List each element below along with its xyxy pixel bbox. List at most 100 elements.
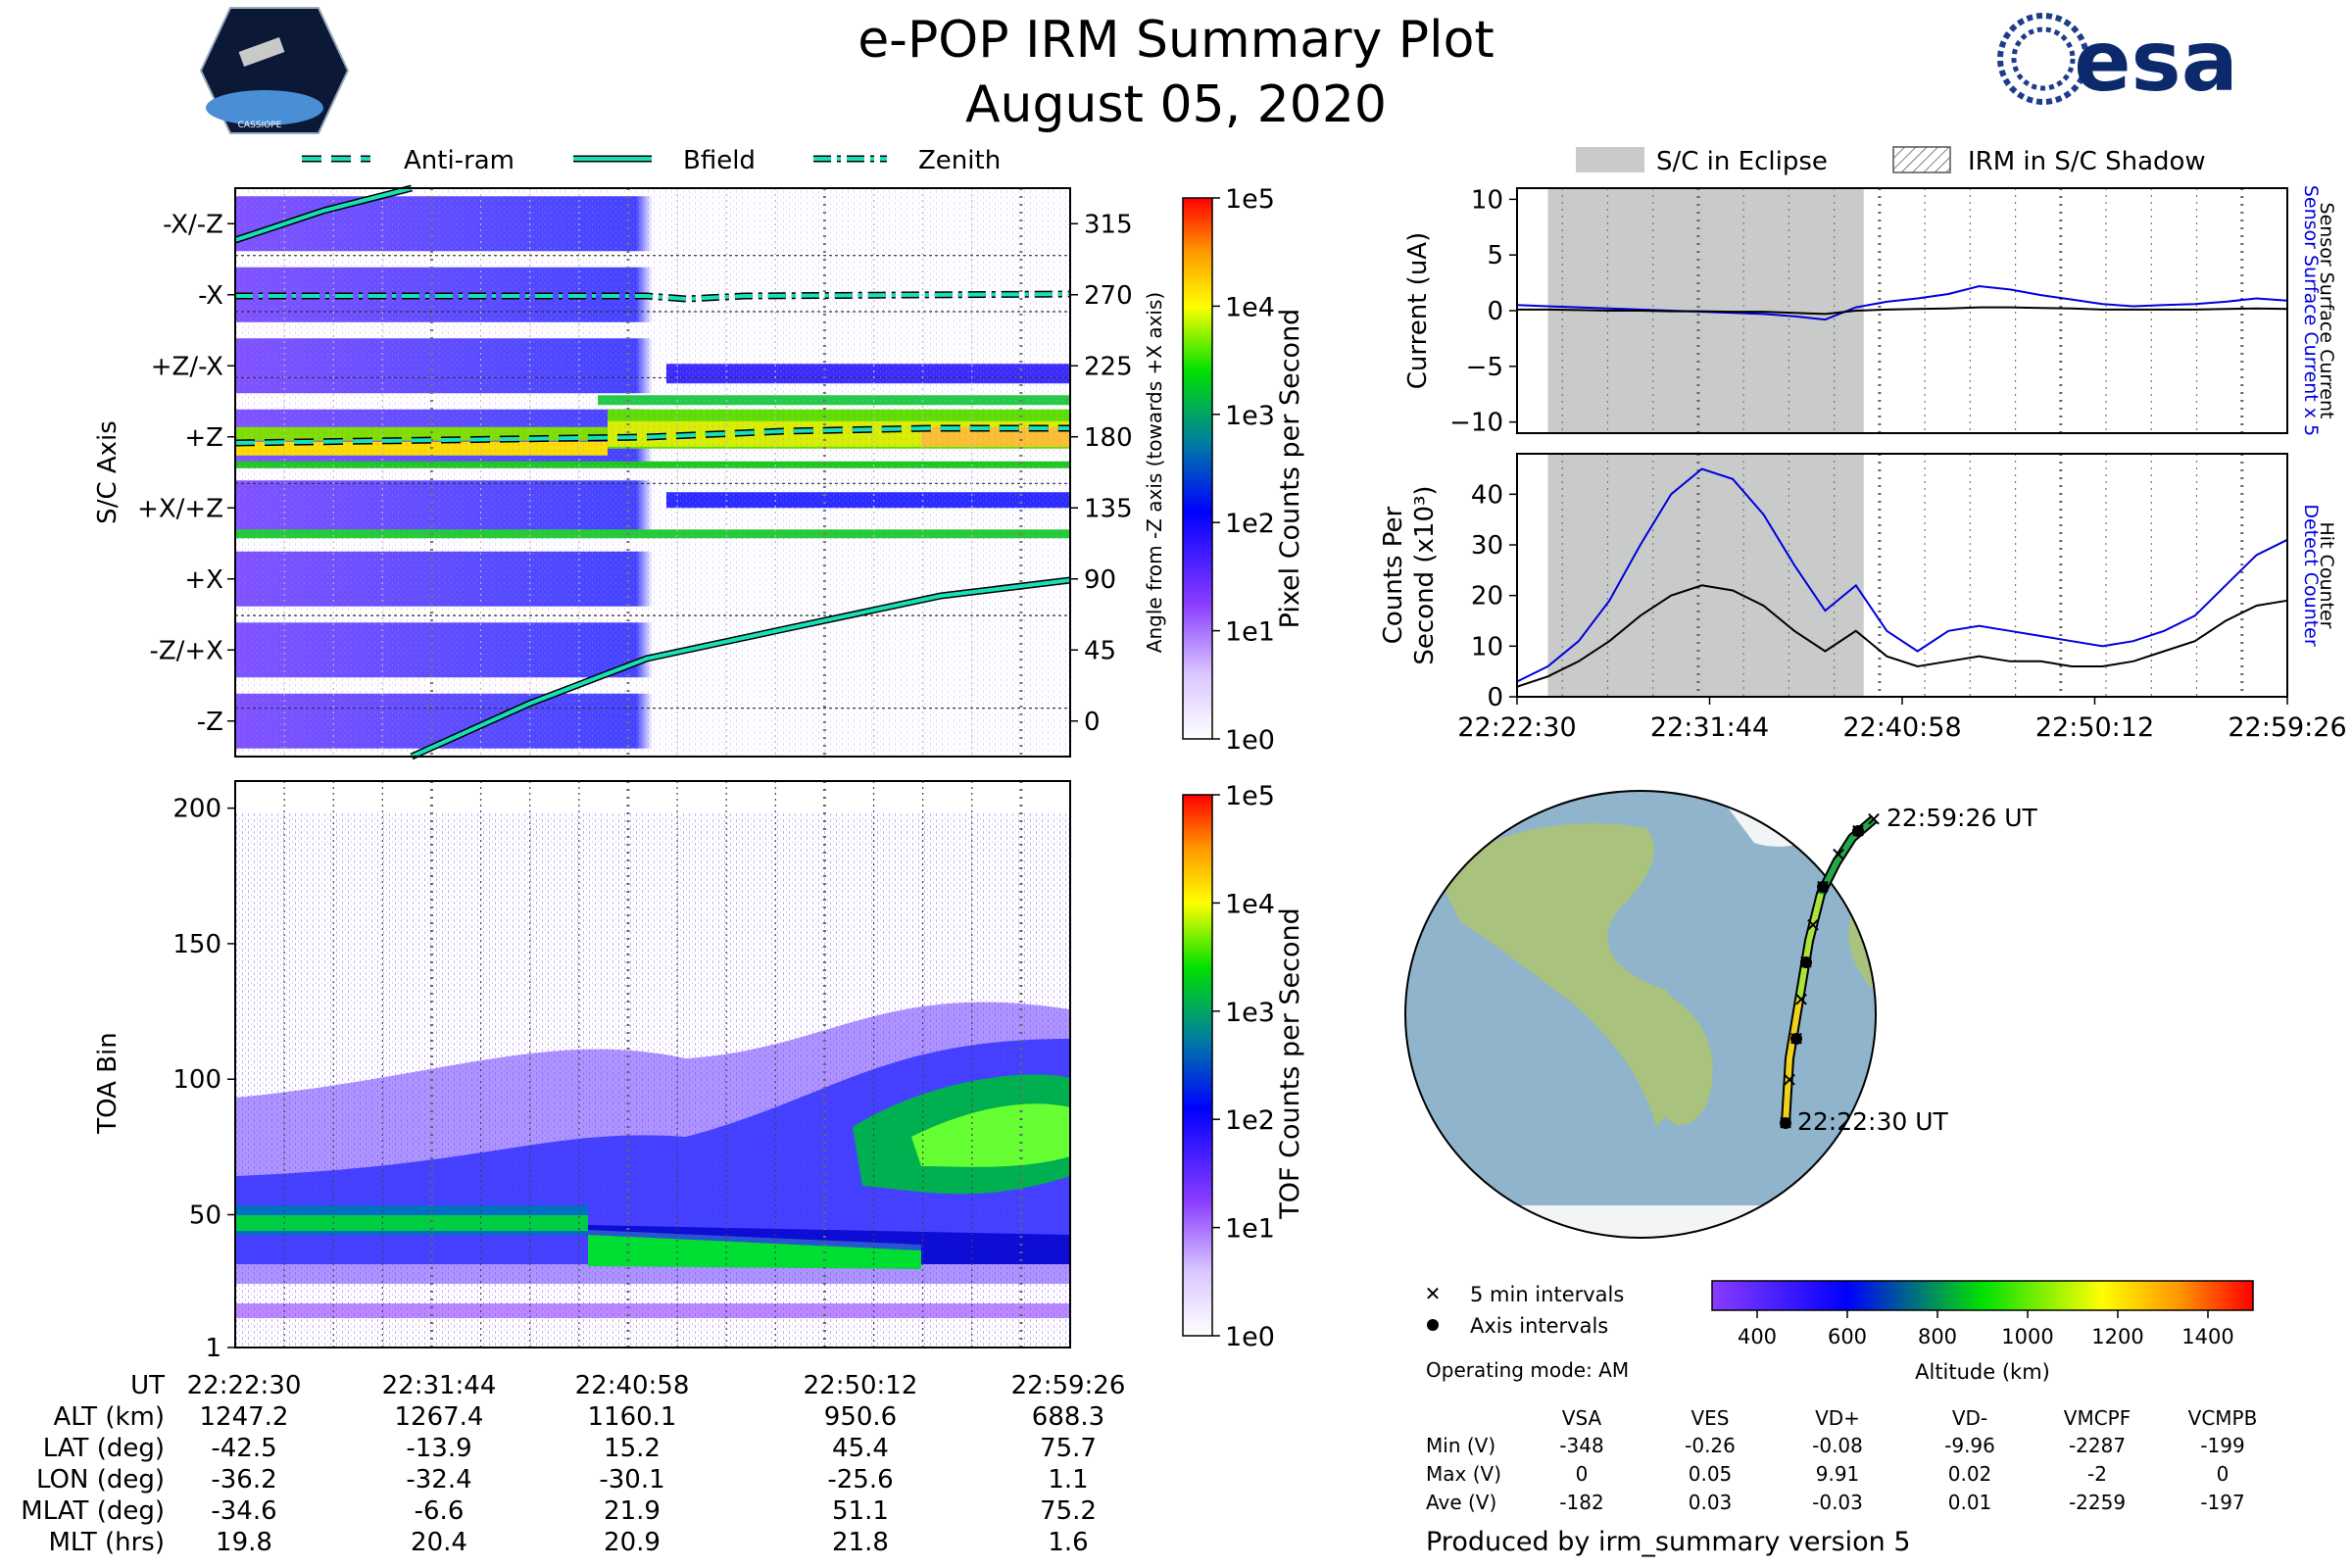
orbit-cell: 688.3	[1032, 1402, 1104, 1432]
five-min-cross-icon: ✕	[1866, 808, 1883, 831]
five-min-cross-icon: ✕	[1831, 843, 1847, 866]
axis-cbar-tick-label-2: 1e3	[1225, 401, 1275, 431]
orbit-cell: 51.1	[832, 1496, 889, 1526]
orbit-table: UT 22:22:30 22:31:44 22:40:58 22:50:12 22:59:…	[21, 1371, 1125, 1557]
orbit-cell: 20.4	[411, 1528, 467, 1557]
five-min-cross-icon: ✕	[1798, 951, 1815, 974]
line-chart-ytick-label: 10	[1471, 632, 1503, 662]
line-charts: 10 5 0 −5 −10 Current (uA) Sensor Surface Curr…	[1379, 185, 2347, 743]
line-chart-xtick-label: 22:40:58	[1842, 712, 1961, 743]
toa-tick-label-3: 50	[189, 1200, 221, 1230]
voltage-column-header: VMCPF	[2064, 1406, 2131, 1430]
page-title: e-POP IRM Summary Plot	[858, 11, 1494, 70]
angle-label-7: 0	[1084, 708, 1101, 737]
orbit-cell: -13.9	[406, 1434, 471, 1463]
line-chart-ytick-label: 5	[1487, 241, 1503, 270]
altitude-tick-label: 800	[1918, 1325, 1957, 1348]
right-label-blue: Detect Counter	[2300, 504, 2322, 647]
angle-label-1: 270	[1084, 281, 1133, 311]
line-chart-frame	[1516, 187, 2288, 434]
voltage-cell: -2287	[2069, 1434, 2126, 1457]
altitude-tick-label: 1200	[2091, 1325, 2143, 1348]
axis-colorbar: 1e5 1e4 1e3 1e2 1e1 1e0 Pixel Counts per Seco…	[1182, 184, 1305, 756]
orbit-cell: 20.9	[604, 1528, 661, 1557]
map-end-label: 22:59:26 UT	[1886, 804, 2038, 832]
orbit-cell: -32.4	[406, 1465, 471, 1494]
orbit-cell: 19.8	[216, 1528, 272, 1557]
axis-label-6: -Z/+X	[149, 636, 223, 665]
five-min-cross-icon: ✕	[1782, 1068, 1798, 1092]
orbit-cell: 21.8	[832, 1528, 889, 1557]
axis-interval-dot	[1790, 1033, 1802, 1045]
orbit-cell: 21.9	[604, 1496, 661, 1526]
footer-text: Produced by irm_summary version 5	[1426, 1527, 1911, 1557]
antarctica	[1405, 1205, 1876, 1238]
legend-anti-ram: Anti-ram	[404, 146, 514, 175]
legend-bfield: Bfield	[683, 146, 756, 175]
orbit-cell: 1247.2	[200, 1402, 289, 1432]
axis-label-4: +X/+Z	[137, 494, 223, 523]
orbit-cell: -6.6	[415, 1496, 465, 1526]
toa-cbar-tick-label-4: 1e1	[1225, 1214, 1275, 1245]
line-chart-ytick-label: −5	[1466, 353, 1503, 382]
voltage-cell: 9.91	[1816, 1462, 1860, 1486]
voltage-row-label: Max (V)	[1426, 1462, 1501, 1486]
angle-label-5: 90	[1084, 565, 1116, 595]
esa-logo: esa	[1997, 13, 2238, 111]
legend-cross-label: 5 min intervals	[1470, 1283, 1624, 1306]
orbit-row-label: LON (deg)	[36, 1465, 165, 1494]
altitude-tick-label: 600	[1828, 1325, 1867, 1348]
map-legend: ✕ 5 min intervals Axis intervals Operati…	[1425, 1282, 1629, 1382]
voltage-cell: -0.26	[1685, 1434, 1736, 1457]
orbit-cell: 75.7	[1040, 1434, 1097, 1463]
orbit-cell: -36.2	[211, 1465, 276, 1494]
toa-cbar-tick-label-5: 1e0	[1225, 1322, 1275, 1352]
voltage-cell: -2	[2087, 1462, 2107, 1486]
line-chart-ylabel: Counts Per	[1379, 506, 1408, 644]
orbit-row-label: LAT (deg)	[43, 1434, 165, 1463]
five-min-cross-icon: ✕	[1805, 913, 1822, 937]
legend-dot-label: Axis intervals	[1470, 1314, 1608, 1338]
altitude-tick-label: 400	[1738, 1325, 1777, 1348]
orbit-cell: 1267.4	[395, 1402, 484, 1432]
series-blue-line	[1516, 284, 2288, 321]
voltage-cell: 0	[2217, 1462, 2230, 1486]
angle-label-3: 180	[1084, 423, 1133, 453]
world-map: ✕✕✕✕✕✕✕✕✕ ✕ 22:22:30 UT 22:59:26 UT	[1404, 790, 2136, 1239]
operating-mode: Operating mode: AM	[1426, 1358, 1629, 1382]
orbit-cell: 1.1	[1048, 1465, 1088, 1494]
axis-spectrogram-panel: -X/-Z -X +Z/-X +Z +X/+Z +X -Z/+X -Z 315 270 225 180…	[93, 184, 1166, 760]
toa-colorbar-label: TOF Counts per Second	[1275, 907, 1305, 1220]
toa-tick-label-4: 1	[205, 1334, 221, 1363]
cassiope-badge: CASSIOPE	[199, 7, 350, 134]
axis-label-7: -Z	[197, 708, 223, 737]
orbit-cell: 22:22:30	[187, 1371, 302, 1400]
line-chart-ytick-label: −10	[1449, 409, 1503, 438]
toa-cbar-tick-label-3: 1e2	[1225, 1105, 1275, 1136]
voltage-cell: -182	[1559, 1491, 1603, 1514]
australia	[2068, 1039, 2136, 1083]
toa-cbar-tick-label-2: 1e3	[1225, 998, 1275, 1028]
toa-panel-ylabel: TOA Bin	[93, 1032, 122, 1134]
five-min-cross-icon: ✕	[1850, 819, 1867, 843]
axis-interval-dot	[1800, 956, 1812, 968]
toa-tick-label-0: 200	[172, 795, 221, 824]
altitude-tick-label: 1000	[2001, 1325, 2053, 1348]
voltage-cell: 0.05	[1689, 1462, 1733, 1486]
page-subtitle: August 05, 2020	[965, 75, 1387, 134]
series-black-line	[1517, 306, 2288, 316]
voltage-cell: -0.08	[1812, 1434, 1863, 1457]
orbit-cell: 75.2	[1040, 1496, 1097, 1526]
voltage-cell: -199	[2200, 1434, 2244, 1457]
series-black-line	[1516, 584, 2288, 688]
orbit-cell: -25.6	[827, 1465, 893, 1494]
voltage-column-header: VES	[1690, 1406, 1729, 1430]
five-min-cross-icon: ✕	[1793, 988, 1810, 1011]
angle-label-4: 135	[1084, 494, 1133, 523]
orbit-cell: 1.6	[1048, 1528, 1088, 1557]
toa-tick-label-2: 100	[172, 1065, 221, 1095]
orbit-cell: 1160.1	[588, 1402, 677, 1432]
line-chart-ytick-label: 40	[1471, 480, 1503, 510]
legend-right: S/C in Eclipse IRM in S/C Shadow	[1576, 146, 2206, 176]
orbit-cell: -34.6	[211, 1496, 276, 1526]
